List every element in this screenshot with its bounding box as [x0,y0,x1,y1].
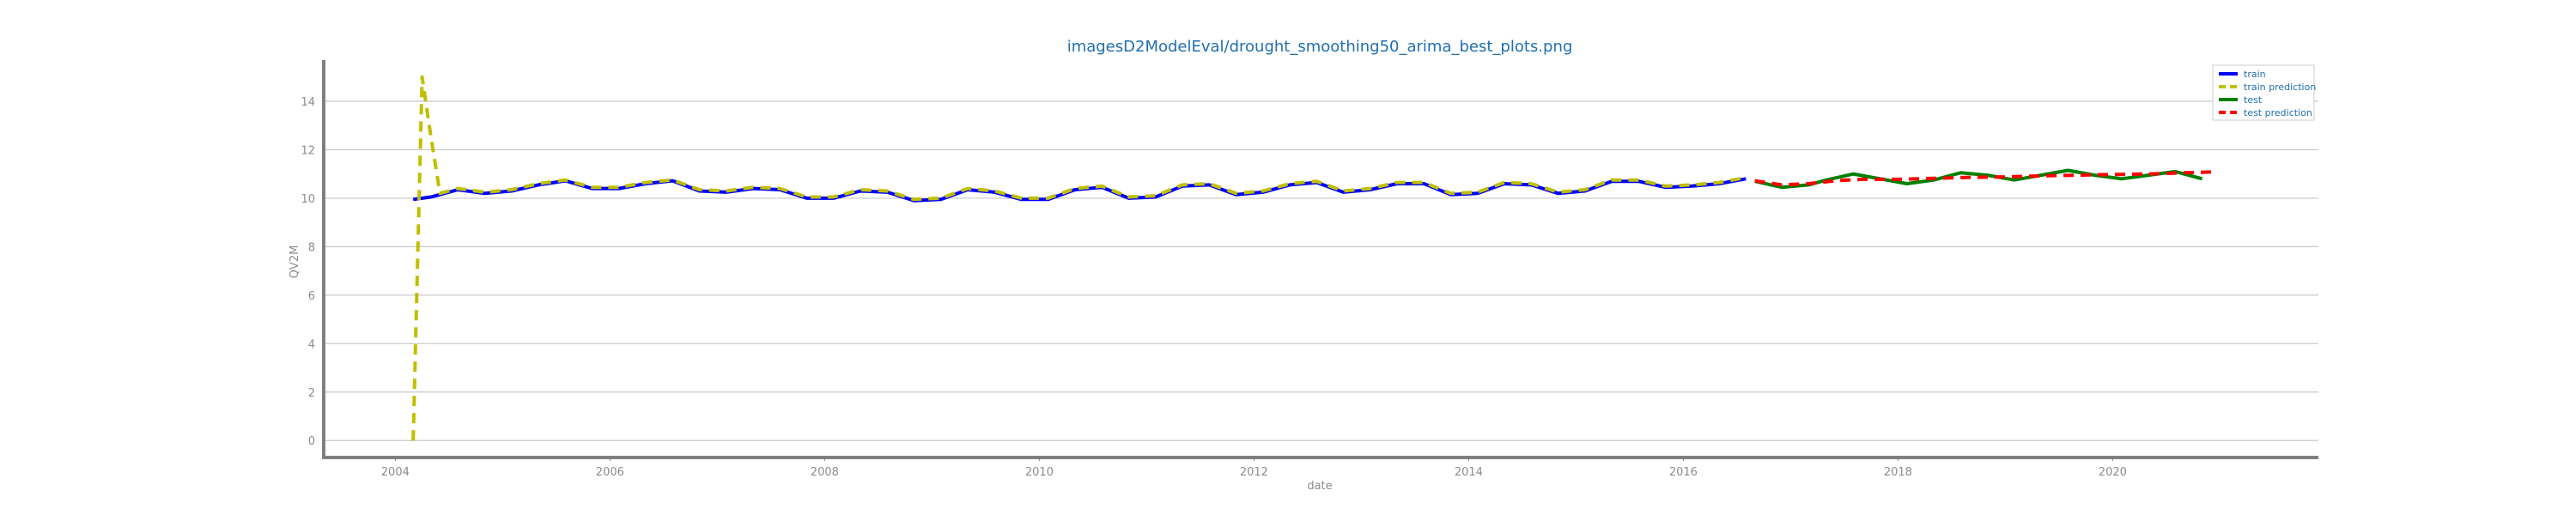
x-tick-label: 2004 [381,466,410,479]
legend-label-train: train [2244,69,2266,80]
x-tick-label: 2018 [1884,466,1912,479]
legend-label-train-prediction: train prediction [2244,82,2316,93]
x-tick-label: 2006 [596,466,624,479]
y-tick-label: 12 [301,144,315,157]
x-axis-label: date [1307,480,1332,493]
legend-label-test: test [2244,94,2263,106]
y-tick-label: 6 [308,290,315,303]
series-layer [411,75,2212,441]
x-tick-label: 2014 [1455,466,1483,479]
series-line-train-prediction [411,75,1747,441]
x-tick-label: 2016 [1669,466,1698,479]
x-tick-label: 2012 [1240,466,1268,479]
y-axis-label: QV2M [289,245,301,279]
legend-label-test-prediction: test prediction [2244,107,2312,118]
y-tick-label: 14 [301,96,315,109]
y-tick-label: 4 [308,338,315,351]
y-tick-label: 0 [308,435,315,448]
x-tick-label: 2010 [1025,466,1054,479]
y-tick-label: 8 [308,241,315,254]
y-tick-label: 2 [308,387,315,400]
tick-labels: 0 2 4 6 8 10 12 14 2004 2006 2008 2010 2012 2014 2016 2… [301,96,2127,479]
grid [324,100,2318,441]
x-tick-label: 2020 [2099,466,2127,479]
chart-title: imagesD2ModelEval/drought_smoothing50_ar… [1067,38,1573,56]
series-line-test-prediction [1754,170,2212,187]
y-tick-label: 10 [301,193,315,206]
axes [322,60,2318,461]
x-tick-label: 2008 [811,466,839,479]
legend: train train prediction test test predict… [2212,64,2316,121]
